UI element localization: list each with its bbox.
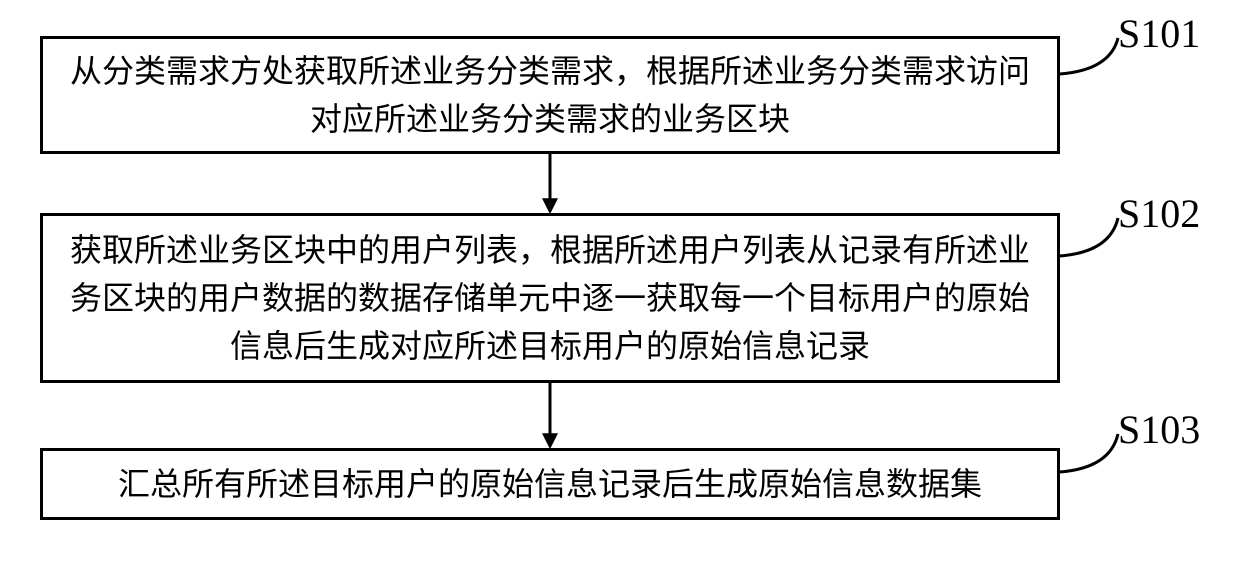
flow-node-s102-text: 获取所述业务区块中的用户列表，根据所述用户列表从记录有所述业务区块的用户数据的数… xyxy=(63,226,1037,370)
flow-node-s103-text: 汇总所有所述目标用户的原始信息记录后生成原始信息数据集 xyxy=(118,460,982,508)
label-connector-lbl102 xyxy=(1060,218,1118,256)
step-label-s101: S101 xyxy=(1118,10,1200,57)
label-connectors-group xyxy=(1060,38,1118,472)
label-connector-lbl101 xyxy=(1060,38,1118,74)
step-label-s103: S103 xyxy=(1118,406,1200,453)
flowchart-canvas: 从分类需求方处获取所述业务分类需求，根据所述业务分类需求访问对应所述业务分类需求… xyxy=(0,0,1240,569)
step-label-s102: S102 xyxy=(1118,190,1200,237)
flow-node-s102: 获取所述业务区块中的用户列表，根据所述用户列表从记录有所述业务区块的用户数据的数… xyxy=(40,213,1060,383)
flow-node-s103: 汇总所有所述目标用户的原始信息记录后生成原始信息数据集 xyxy=(40,448,1060,520)
flow-node-s101: 从分类需求方处获取所述业务分类需求，根据所述业务分类需求访问对应所述业务分类需求… xyxy=(40,36,1060,154)
label-connector-lbl103 xyxy=(1060,434,1118,472)
flow-node-s101-text: 从分类需求方处获取所述业务分类需求，根据所述业务分类需求访问对应所述业务分类需求… xyxy=(63,47,1037,143)
